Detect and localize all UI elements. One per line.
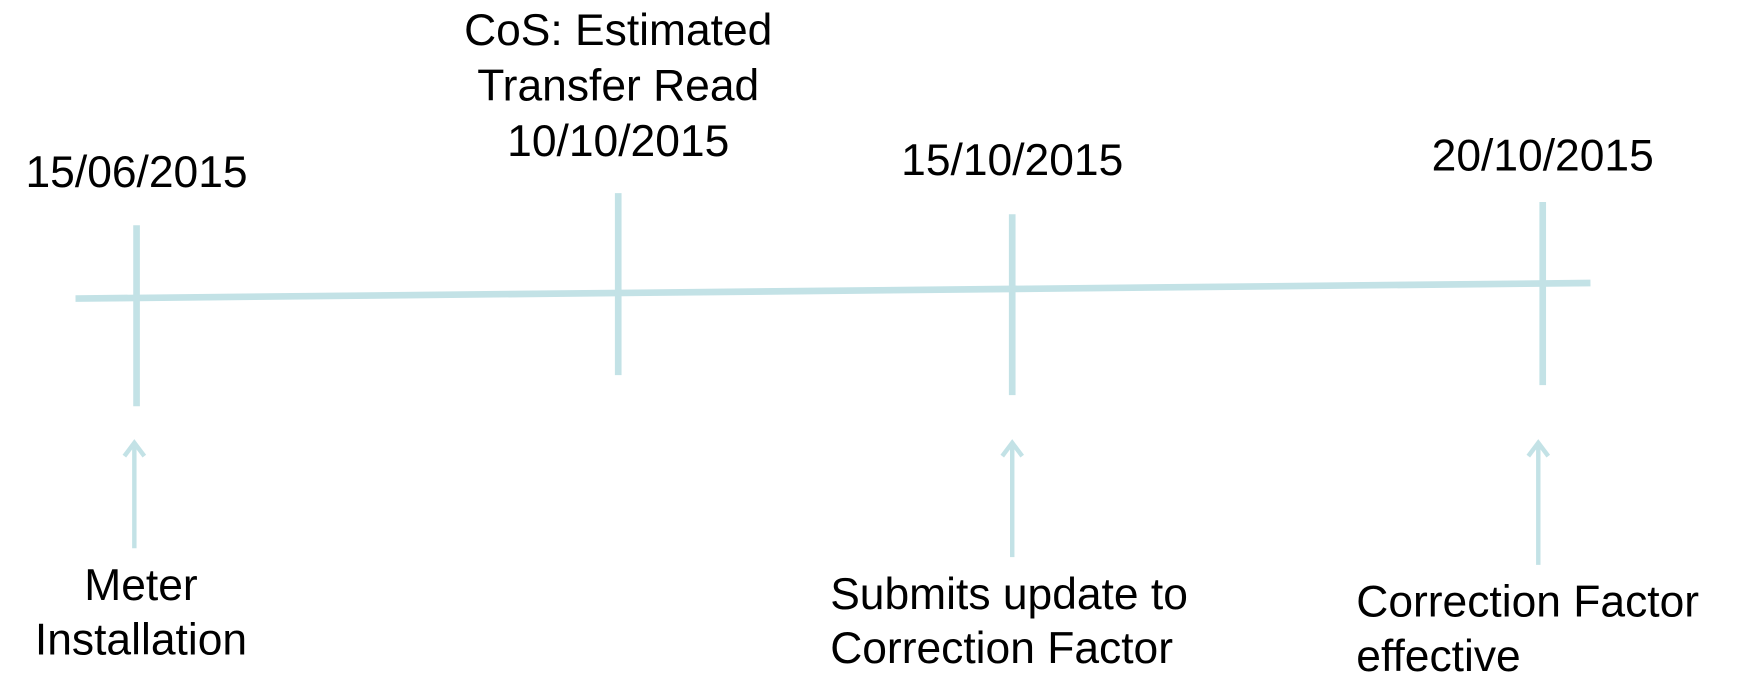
event-arrowhead xyxy=(1526,439,1551,458)
event-note: Transfer Read xyxy=(477,62,759,111)
event-arrowhead xyxy=(122,439,147,458)
timeline-axis xyxy=(75,279,1591,302)
event-date: 15/10/2015 xyxy=(901,136,1123,185)
event-note: Submits update to xyxy=(830,570,1188,619)
event-date: 20/10/2015 xyxy=(1432,131,1654,180)
event-date: 15/06/2015 xyxy=(26,148,248,197)
event-note: CoS: Estimated xyxy=(464,6,772,55)
event-note: Installation xyxy=(35,615,247,664)
event-note: effective xyxy=(1356,632,1520,677)
event-arrowhead xyxy=(1000,439,1024,458)
event-note: Correction Factor xyxy=(830,624,1173,673)
event-note: Meter xyxy=(84,561,198,610)
event-date: 10/10/2015 xyxy=(507,117,729,166)
event-note: Correction Factor xyxy=(1356,578,1699,627)
